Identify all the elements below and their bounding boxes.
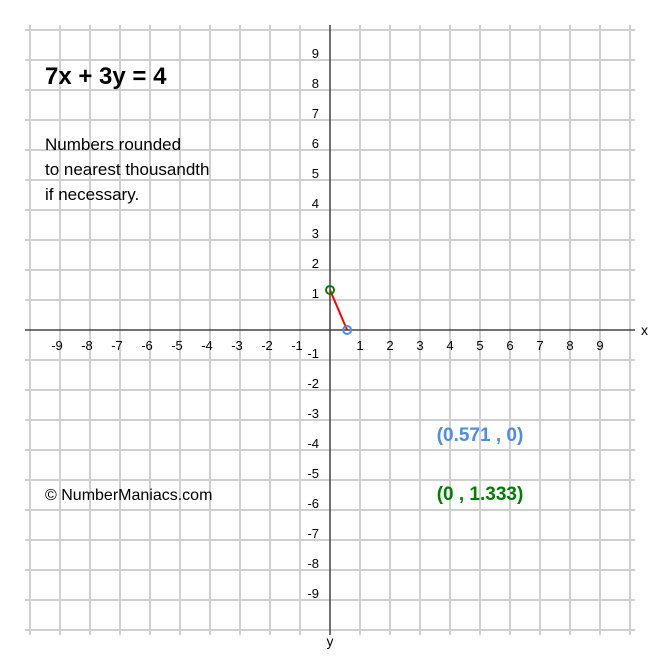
y-tick-label: 6 xyxy=(312,136,319,151)
y-tick-label: -1 xyxy=(307,346,319,361)
y-tick-label: -3 xyxy=(307,406,319,421)
note-line-1: Numbers rounded xyxy=(45,135,181,154)
x-tick-label: -3 xyxy=(231,338,243,353)
y-tick-label: 3 xyxy=(312,226,319,241)
y-tick-label: 1 xyxy=(312,286,319,301)
y-axis-label: y xyxy=(327,633,334,649)
x-tick-label: 7 xyxy=(536,338,543,353)
x-tick-label: -4 xyxy=(201,338,213,353)
x-tick-label: 9 xyxy=(596,338,603,353)
y-tick-label: -7 xyxy=(307,526,319,541)
y-tick-label: 4 xyxy=(312,196,319,211)
chart-title: 7x + 3y = 4 xyxy=(45,63,167,90)
y-intercept-label: (0 , 1.333) xyxy=(437,484,524,505)
x-tick-label: 1 xyxy=(356,338,363,353)
note-line-3: if necessary. xyxy=(45,185,139,204)
y-tick-label: -8 xyxy=(307,556,319,571)
y-tick-label: 9 xyxy=(312,46,319,61)
y-tick-label: -5 xyxy=(307,466,319,481)
x-tick-label: -2 xyxy=(261,338,273,353)
x-tick-label: -7 xyxy=(111,338,123,353)
y-tick-label: -9 xyxy=(307,586,319,601)
equation-line xyxy=(329,289,349,331)
y-tick-label: 2 xyxy=(312,256,319,271)
y-tick-label: 7 xyxy=(312,106,319,121)
copyright: © NumberManiacs.com xyxy=(45,487,212,504)
x-tick-label: -5 xyxy=(171,338,183,353)
x-tick-label: -1 xyxy=(291,338,303,353)
y-tick-label: -4 xyxy=(307,436,319,451)
x-tick-label: 4 xyxy=(446,338,453,353)
x-tick-label: 3 xyxy=(416,338,423,353)
x-tick-label: 6 xyxy=(506,338,513,353)
y-intercept-point xyxy=(325,285,335,296)
y-tick-label: 8 xyxy=(312,76,319,91)
y-tick-label: 5 xyxy=(312,166,319,181)
y-tick-label: -2 xyxy=(307,376,319,391)
x-axis-label: x xyxy=(641,322,648,338)
series xyxy=(325,285,353,335)
x-intercept-point xyxy=(342,325,353,335)
y-tick-label: -6 xyxy=(307,496,319,511)
x-tick-label: 8 xyxy=(566,338,573,353)
axes xyxy=(25,25,635,635)
x-tick-label: 5 xyxy=(476,338,483,353)
x-tick-label: 2 xyxy=(386,338,393,353)
x-intercept-label: (0.571 , 0) xyxy=(437,425,524,446)
x-tick-label: -6 xyxy=(141,338,153,353)
tick-labels: -9 -8 -7 -6 -5 -4 -3 -2 -1 1 2 3 4 5 6 7 8 9 9 8 7 6 5 4 3 2 1 -1 -2… xyxy=(51,46,603,601)
x-tick-label: -9 xyxy=(51,338,63,353)
x-tick-label: -8 xyxy=(81,338,93,353)
note-line-2: to nearest thousandth xyxy=(45,160,209,179)
